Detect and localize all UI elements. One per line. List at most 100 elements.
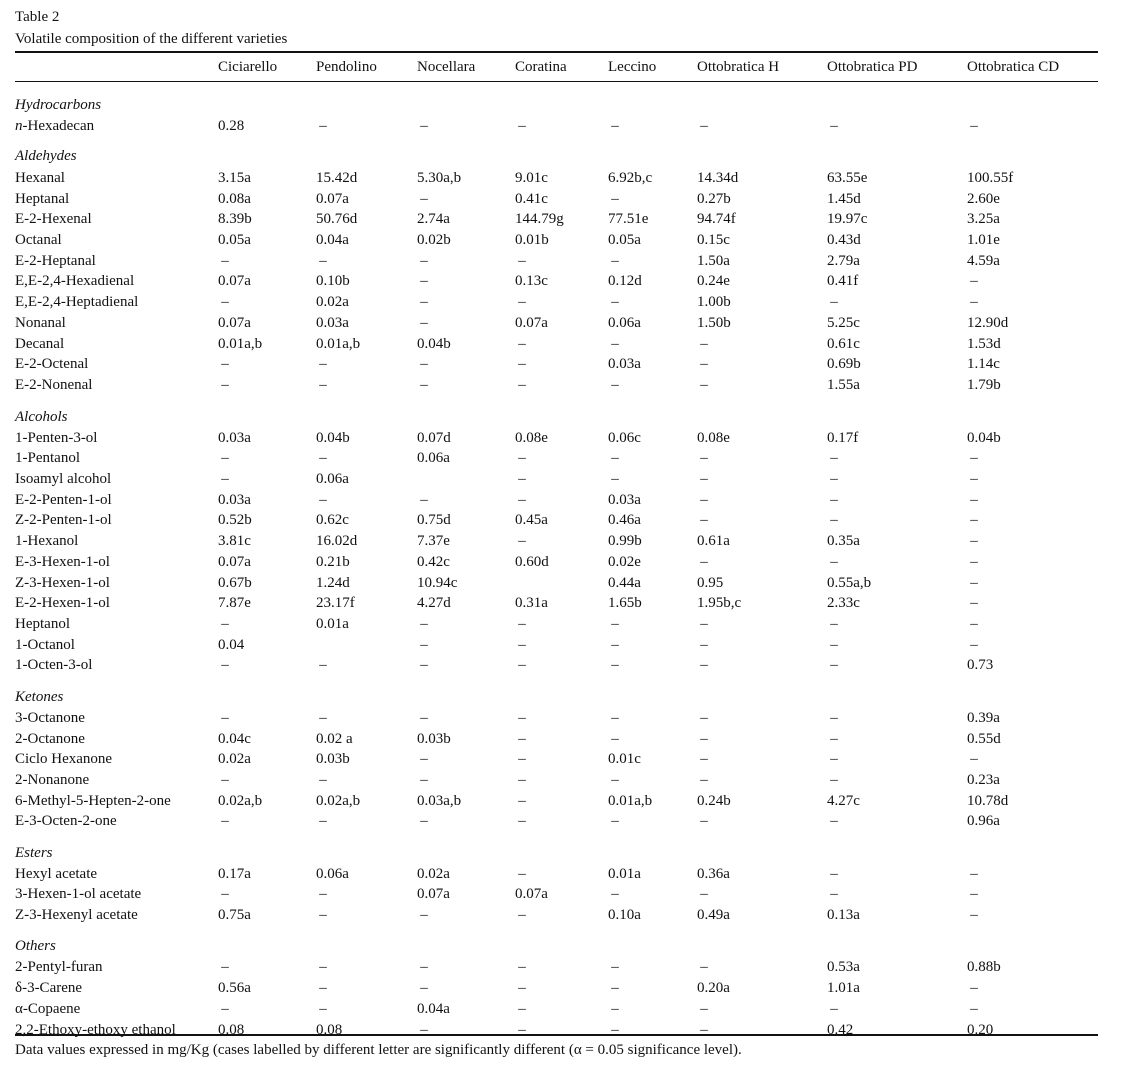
table-cell: – xyxy=(700,772,708,788)
table-cell: 2.60e xyxy=(967,191,1000,207)
table-cell: 0.67b xyxy=(218,575,252,591)
table-bottom-rule xyxy=(15,1034,1098,1036)
compound-name: Isoamyl alcohol xyxy=(15,471,112,487)
table-cell: 0.69b xyxy=(827,356,861,372)
table-cell: – xyxy=(319,450,327,466)
table-cell: 0.03a xyxy=(608,492,641,508)
compound-name: E-2-Octenal xyxy=(15,356,89,372)
table-cell: – xyxy=(518,813,526,829)
table-cell: 4.59a xyxy=(967,253,1000,269)
table-cell: 0.07a xyxy=(316,191,349,207)
table-cell: – xyxy=(830,751,838,767)
table-cell: 0.46a xyxy=(608,512,641,528)
column-header: Ciciarello xyxy=(218,59,278,75)
table-cell: 0.10a xyxy=(608,907,641,923)
table-cell: 0.43d xyxy=(827,232,861,248)
table-cell: 1.79b xyxy=(967,377,1001,393)
table-cell: 0.42c xyxy=(417,554,450,570)
table-cell: – xyxy=(611,1022,619,1038)
table-cell: – xyxy=(518,253,526,269)
table-row: 2-Nonanone – – – – – – – 0.23a xyxy=(15,770,1098,790)
table-cell: – xyxy=(611,959,619,975)
section-heading: Alcohols xyxy=(15,409,68,425)
table-cell: – xyxy=(221,959,229,975)
table-cell: – xyxy=(830,471,838,487)
table-cell: – xyxy=(319,907,327,923)
compound-name: Hexyl acetate xyxy=(15,866,98,882)
compound-name: E,E-2,4-Hexadienal xyxy=(15,273,135,289)
table-cell: 1.53d xyxy=(967,336,1001,352)
table-cell: – xyxy=(830,512,838,528)
table-row: E-3-Octen-2-one – – – – – – – 0.96a xyxy=(15,811,1098,831)
table-cell: – xyxy=(830,492,838,508)
table-cell: 0.56a xyxy=(218,980,251,996)
compound-name: Hexanal xyxy=(15,170,65,186)
compound-name: Heptanal xyxy=(15,191,70,207)
table-cell: 2.33c xyxy=(827,595,860,611)
table-cell: 0.42 xyxy=(827,1022,854,1038)
table-cell: 100.55f xyxy=(967,170,1014,186)
table-cell: 1.95b,c xyxy=(697,595,742,611)
table-cell: 0.73 xyxy=(967,657,994,673)
table-cell: – xyxy=(221,886,229,902)
table-cell: – xyxy=(700,616,708,632)
table-cell: – xyxy=(611,813,619,829)
table-cell: – xyxy=(420,1022,428,1038)
table-cell: 4.27d xyxy=(417,595,451,611)
table-cell: 0.02e xyxy=(608,554,641,570)
table-cell: – xyxy=(611,294,619,310)
table-cell: 0.02a xyxy=(417,866,450,882)
table-cell: 16.02d xyxy=(316,533,358,549)
table-cell: – xyxy=(420,710,428,726)
table-cell: – xyxy=(420,657,428,673)
table-cell: 0.05a xyxy=(218,232,251,248)
table-cell: – xyxy=(700,959,708,975)
table-cell: 0.04a xyxy=(316,232,349,248)
table-cell: – xyxy=(970,273,978,289)
column-header: Ottobratica PD xyxy=(827,59,918,75)
table-cell: – xyxy=(420,813,428,829)
table-row: Octanal 0.05a 0.04a 0.02b 0.01b 0.05a 0.15c 0.4… xyxy=(15,230,1098,250)
table-cell: 10.94c xyxy=(417,575,458,591)
table-cell: – xyxy=(830,554,838,570)
table-cell: – xyxy=(611,710,619,726)
table-cell: 0.03a xyxy=(608,356,641,372)
table-cell: – xyxy=(970,866,978,882)
compound-name: Heptanol xyxy=(15,616,70,632)
table-cell: – xyxy=(518,1001,526,1017)
table-cell: – xyxy=(970,575,978,591)
table-cell: 0.08a xyxy=(218,191,251,207)
table-cell: 6.92b,c xyxy=(608,170,653,186)
table-cell: – xyxy=(611,731,619,747)
table-row: 6-Methyl-5-Hepten-2-one 0.02a,b 0.02a,b 0.0… xyxy=(15,791,1098,811)
table-row: Z-3-Hexenyl acetate 0.75a – – – 0.10a 0.49a 0.1… xyxy=(15,905,1098,925)
table-cell: 0.02a xyxy=(316,294,349,310)
compound-name: 1-Penten-3-ol xyxy=(15,430,98,446)
compound-name: 1-Octen-3-ol xyxy=(15,657,93,673)
table-label: Table 2 xyxy=(15,9,60,25)
table-cell: – xyxy=(830,118,838,134)
table-cell: – xyxy=(420,616,428,632)
section-heading: Ketones xyxy=(15,689,64,705)
table-cell: – xyxy=(319,772,327,788)
table-row: Hexyl acetate 0.17a 0.06a 0.02a – 0.01a 0.36a –… xyxy=(15,864,1098,884)
table-cell: – xyxy=(970,492,978,508)
table-cell: – xyxy=(830,294,838,310)
section-heading: Esters xyxy=(15,845,53,861)
table-cell: – xyxy=(319,118,327,134)
table-cell: 7.87e xyxy=(218,595,251,611)
table-row: 2,2-Ethoxy-ethoxy ethanol 0.08 0.08 – – – – 0.4… xyxy=(15,1020,1098,1040)
table-cell: 0.04a xyxy=(417,1001,450,1017)
table-cell: 0.01c xyxy=(608,751,641,767)
table-cell: 1.50a xyxy=(697,253,730,269)
table-cell: 0.06a xyxy=(417,450,450,466)
table-cell: 0.45a xyxy=(515,512,548,528)
table-row: Decanal 0.01a,b 0.01a,b 0.04b – – – 0.61c 1.53d xyxy=(15,334,1098,354)
table-cell: – xyxy=(611,772,619,788)
table-cell: – xyxy=(700,512,708,528)
table-row: 1-Penten-3-ol 0.03a 0.04b 0.07d 0.08e 0.06c 0.… xyxy=(15,428,1098,448)
table-cell: 0.24e xyxy=(697,273,730,289)
table-cell: – xyxy=(518,492,526,508)
table-cell: – xyxy=(830,710,838,726)
compound-name: E-2-Heptanal xyxy=(15,253,96,269)
